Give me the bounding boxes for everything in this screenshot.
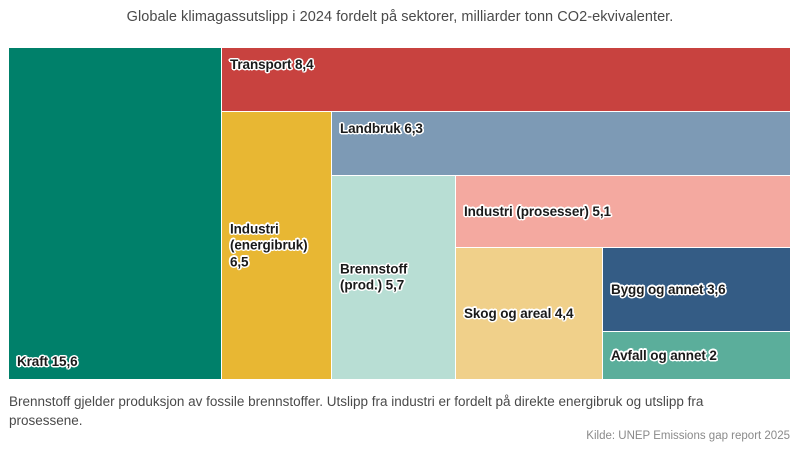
treemap-tile-label-kraft: Kraft 15,6 xyxy=(17,353,78,369)
treemap-tile-transport[interactable]: Transport 8,4 xyxy=(222,48,790,111)
treemap-plot-area: Kraft 15,6 Transport 8,4 Industri (energib… xyxy=(9,48,790,379)
treemap-tile-kraft[interactable]: Kraft 15,6 xyxy=(9,48,221,379)
treemap-tile-label-avfall-og-annet: Avfall og annet 2 xyxy=(611,347,717,363)
treemap-tile-label-skog-og-areal: Skog og areal 4,4 xyxy=(464,305,574,321)
treemap-tile-label-transport: Transport 8,4 xyxy=(230,57,314,72)
treemap-tile-label-landbruk: Landbruk 6,3 xyxy=(340,121,423,136)
chart-title: Globale klimagassutslipp i 2024 fordelt … xyxy=(126,9,674,25)
treemap-tile-industri-prosesser[interactable]: Industri (prosesser) 5,1 xyxy=(456,176,790,247)
treemap-tile-avfall-og-annet[interactable]: Avfall og annet 2 xyxy=(603,332,790,379)
treemap-tile-bygg-og-annet[interactable]: Bygg og annet 3,6 xyxy=(603,248,790,331)
chart-footnote: Brennstoff gjelder produksjon av fossile… xyxy=(9,394,704,428)
treemap-tile-label-bygg-og-annet: Bygg og annet 3,6 xyxy=(611,281,726,297)
treemap-tile-skog-og-areal[interactable]: Skog og areal 4,4 xyxy=(456,248,602,379)
chart-source: Kilde: UNEP Emissions gap report 2025 xyxy=(586,430,790,442)
treemap-tile-label-industri-prosesser: Industri (prosesser) 5,1 xyxy=(464,203,611,219)
treemap-tile-label-brennstoff-prod: Brennstoff (prod.) 5,7 xyxy=(340,261,408,293)
treemap-tile-landbruk[interactable]: Landbruk 6,3 xyxy=(332,112,790,175)
treemap-tile-label-industri-energibruk: Industri (energibruk) 6,5 xyxy=(230,220,308,269)
treemap-tile-industri-energibruk[interactable]: Industri (energibruk) 6,5 xyxy=(222,112,331,379)
treemap-tile-brennstoff-prod[interactable]: Brennstoff (prod.) 5,7 xyxy=(332,176,455,379)
